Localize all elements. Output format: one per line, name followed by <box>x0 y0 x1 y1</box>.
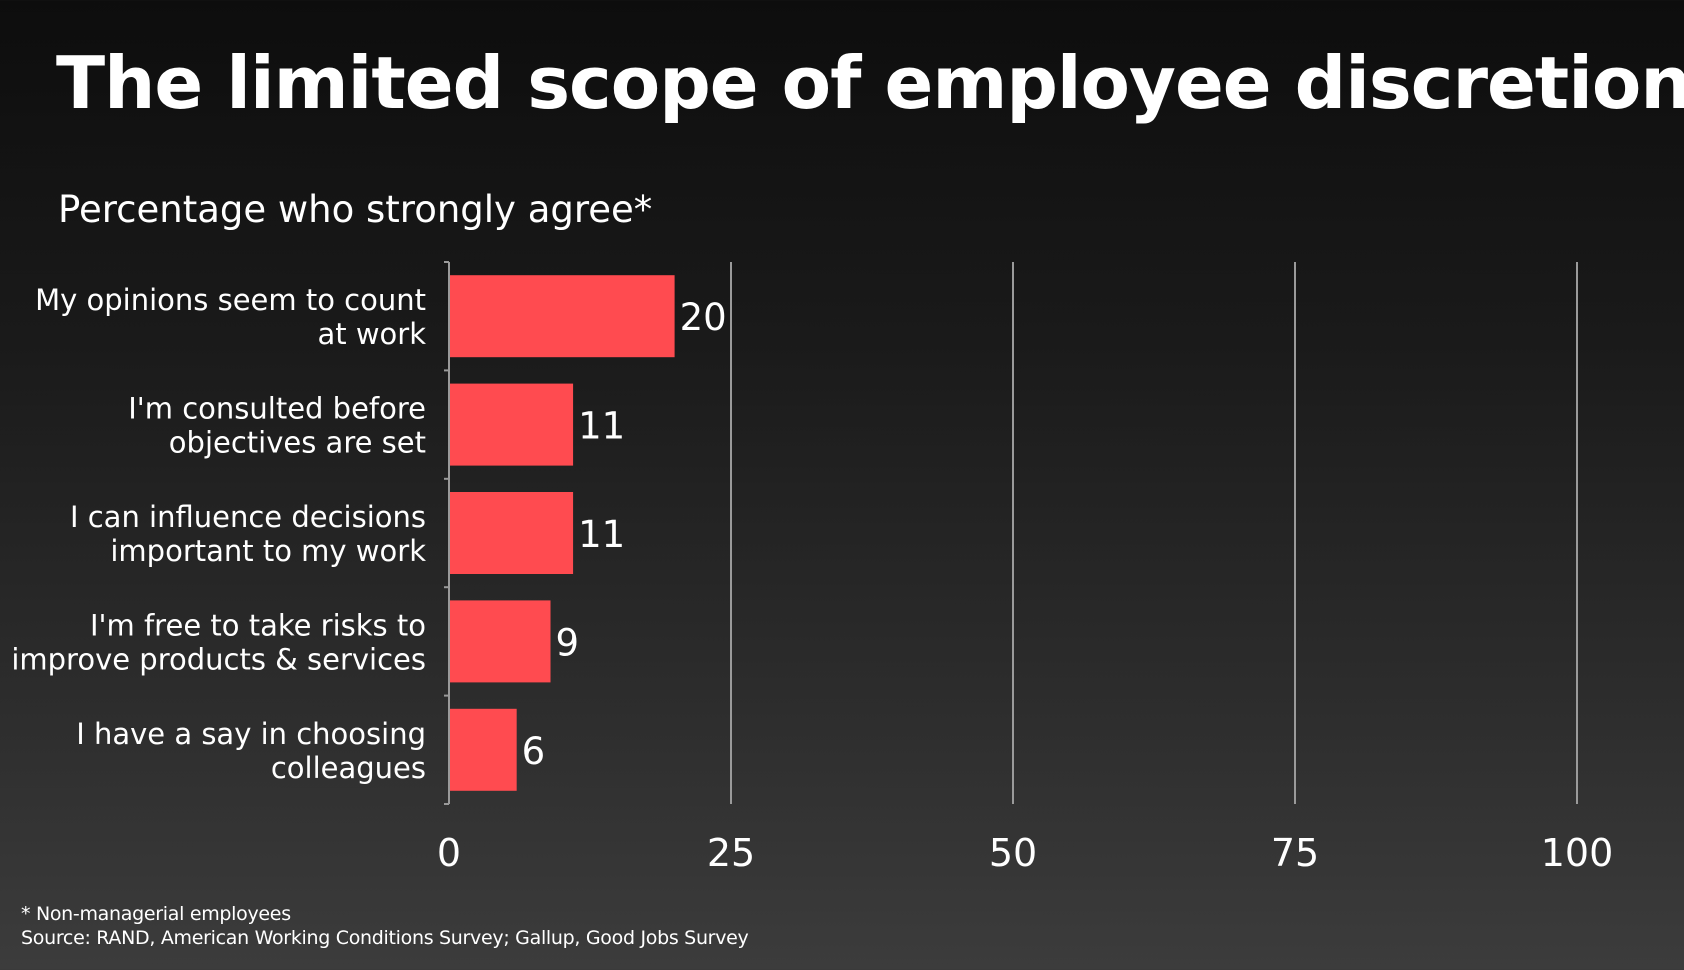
category-label-3: I can influence decisions important to my… <box>70 500 426 568</box>
data-label-1: 20 <box>680 296 727 339</box>
chart-title: The limited scope of employee discretion <box>56 41 1684 125</box>
data-label-3: 11 <box>578 513 625 556</box>
category-label-line: I'm free to take risks to <box>90 608 426 642</box>
category-label-5: I have a say in choosing colleagues <box>76 717 426 785</box>
bar-chart: 20 My opinions seem to count at work 11 I'm … <box>11 261 1614 875</box>
footnote: * Non-managerial employees <box>21 903 291 925</box>
data-label-2: 11 <box>578 405 625 448</box>
category-label-line: colleagues <box>271 751 426 785</box>
data-label-4: 9 <box>556 621 580 664</box>
category-label-line: I have a say in choosing <box>76 717 426 751</box>
bar-4 <box>450 600 551 683</box>
category-label-line: at work <box>317 317 426 351</box>
category-label-line: I can influence decisions <box>70 500 426 534</box>
bar-2 <box>450 383 574 466</box>
category-label-line: objectives are set <box>169 426 426 460</box>
data-label-5: 6 <box>522 730 546 773</box>
source-note: Source: RAND, American Working Condition… <box>21 927 749 949</box>
category-label-2: I'm consulted before objectives are set <box>128 392 426 460</box>
x-tick-label-75: 75 <box>1271 831 1319 875</box>
bar-5 <box>450 708 517 791</box>
x-tick-label-25: 25 <box>707 831 755 875</box>
x-tick-label-0: 0 <box>437 831 461 875</box>
category-label-1: My opinions seem to count at work <box>35 283 426 351</box>
category-label-line: I'm consulted before <box>128 392 426 426</box>
category-label-line: improve products & services <box>11 642 426 676</box>
bar-1 <box>450 275 675 358</box>
bar-3 <box>450 492 574 574</box>
category-label-4: I'm free to take risks to improve product… <box>11 608 426 676</box>
chart-subtitle: Percentage who strongly agree* <box>58 188 653 231</box>
x-tick-label-50: 50 <box>989 831 1037 875</box>
x-tick-label-100: 100 <box>1541 831 1614 875</box>
category-label-line: My opinions seem to count <box>35 283 426 317</box>
category-label-line: important to my work <box>110 534 426 568</box>
